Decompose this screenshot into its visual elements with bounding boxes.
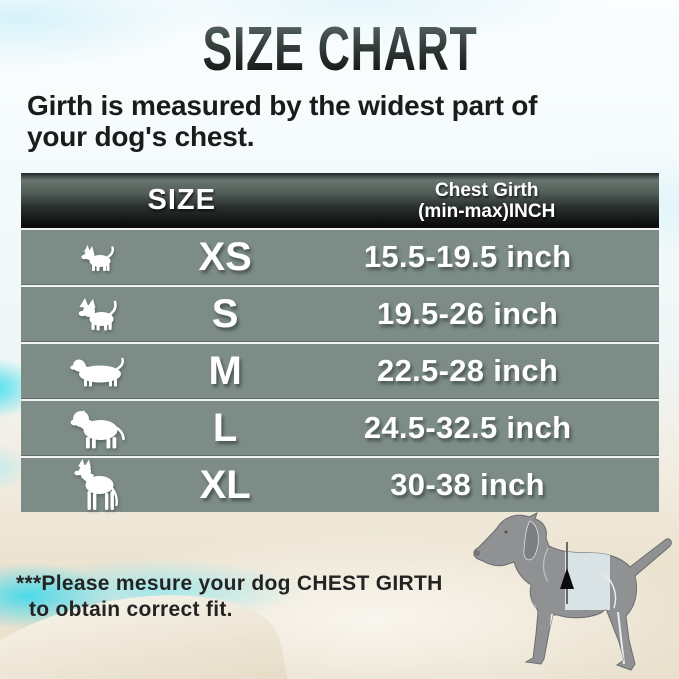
girth-value: 15.5-19.5 inch: [363, 239, 572, 274]
dog-nose: [474, 550, 480, 556]
note-line-1: ***Please mesure your dog CHEST GIRTH: [16, 572, 443, 595]
page-title: SIZE CHART: [0, 18, 679, 82]
row-divider: [21, 228, 659, 230]
row-divider: [21, 455, 659, 458]
size-label: L: [212, 405, 238, 450]
dog-eye: [504, 530, 508, 534]
chihuahua-puppy-icon: [21, 244, 174, 271]
table-row-xl: XL 30-38 inch: [21, 458, 659, 512]
chest-highlight-patch: [565, 540, 610, 610]
size-label: XL: [199, 462, 251, 507]
row-divider: [21, 341, 659, 344]
table-row-s: S 19.5-26 inch: [21, 287, 659, 341]
page-title-text: SIZE CHART: [201, 15, 478, 84]
measurement-note: ***Please mesure your dog CHEST GIRTH to…: [16, 571, 443, 623]
girth-column-header: Chest Girth (min-max)INCH: [314, 180, 659, 222]
size-label: M: [208, 348, 242, 393]
size-label: XS: [198, 234, 252, 279]
dog-chest-girth-diagram: [470, 512, 679, 679]
girth-value: 19.5-26 inch: [377, 296, 559, 331]
table-row-l: L 24.5-32.5 inch: [21, 401, 659, 455]
row-divider: [21, 398, 659, 401]
size-label: S: [211, 291, 239, 336]
subtitle-line-1: Girth is measured by the widest part of: [27, 90, 538, 121]
girth-value: 22.5-28 inch: [377, 353, 559, 388]
row-divider: [21, 284, 659, 287]
subtitle-line-2: your dog's chest.: [27, 121, 255, 152]
table-row-xs: XS 15.5-19.5 inch: [21, 230, 659, 284]
girth-value: 30-38 inch: [390, 467, 545, 502]
mastiff-icon: [21, 408, 174, 449]
note-line-2: to obtain correct fit.: [29, 598, 233, 621]
girth-value: 24.5-32.5 inch: [363, 410, 572, 445]
subtitle: Girth is measured by the widest part of …: [27, 90, 538, 152]
dachshund-icon: [21, 356, 174, 387]
great-dane-icon: [21, 458, 174, 512]
table-header: SIZE Chest Girth (min-max)INCH: [21, 173, 659, 228]
up-arrow-icon: [560, 568, 574, 589]
table-row-m: M 22.5-28 inch: [21, 344, 659, 398]
size-column-header: SIZE: [147, 184, 216, 216]
girth-header-line-1: Chest Girth: [435, 179, 539, 201]
chihuahua-icon: [21, 297, 174, 331]
girth-header-line-2: (min-max)INCH: [418, 200, 556, 222]
dog-ear: [523, 520, 539, 561]
size-table: SIZE Chest Girth (min-max)INCH XS 15.5-1…: [21, 173, 659, 512]
